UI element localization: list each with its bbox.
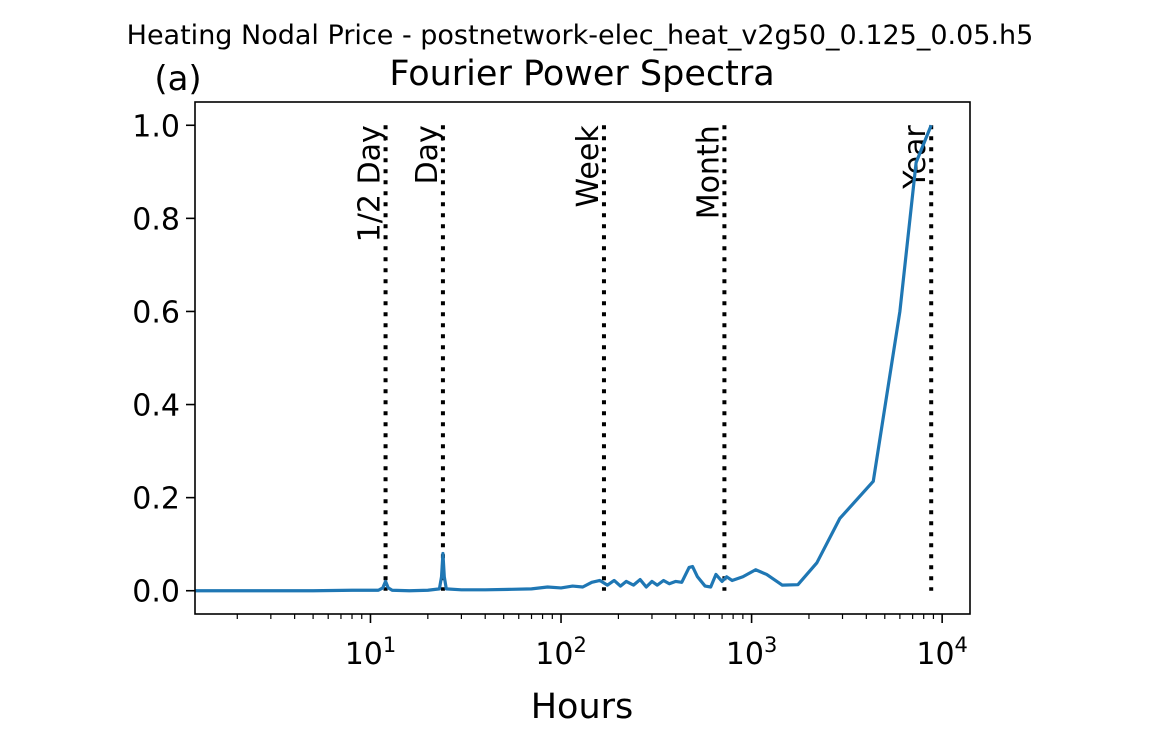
x-tick-label: 104 (916, 633, 968, 672)
x-tick-exponent: 4 (955, 633, 968, 657)
x-axis-label: Hours (531, 687, 634, 727)
x-tick-base: 10 (916, 637, 954, 672)
x-tick-label: 103 (726, 633, 778, 672)
reference-line-label: Month (691, 125, 726, 219)
y-tick-label: 0.6 (132, 295, 180, 330)
x-tick-label: 101 (345, 633, 397, 672)
reference-line-label: Day (410, 125, 445, 184)
x-tick-base: 10 (345, 637, 383, 672)
x-tick-base: 10 (535, 637, 573, 672)
reference-line-label: 1/2 Day (353, 125, 388, 242)
y-tick-label: 0.0 (132, 575, 180, 610)
x-tick-exponent: 1 (383, 633, 396, 657)
reference-line-label: Week (571, 125, 606, 208)
panel-label: (a) (154, 59, 201, 99)
x-tick-exponent: 2 (573, 633, 586, 657)
series-line (195, 124, 933, 593)
y-tick-label: 0.8 (132, 202, 180, 237)
y-tick-label: 0.2 (132, 482, 180, 517)
x-tick-base: 10 (726, 637, 764, 672)
y-tick-label: 1.0 (132, 109, 180, 144)
reference-lines: 1/2 Day Day Week Month Year (353, 125, 934, 591)
figure-suptitle: Heating Nodal Price - postnetwork-elec_h… (127, 20, 1034, 51)
plot-frame (194, 101, 971, 615)
series-layer (195, 124, 933, 593)
x-tick-label: 102 (535, 633, 587, 672)
x-tick-exponent: 3 (764, 633, 777, 657)
y-tick-label: 0.4 (132, 389, 180, 424)
chart-title: Fourier Power Spectra (389, 54, 774, 94)
